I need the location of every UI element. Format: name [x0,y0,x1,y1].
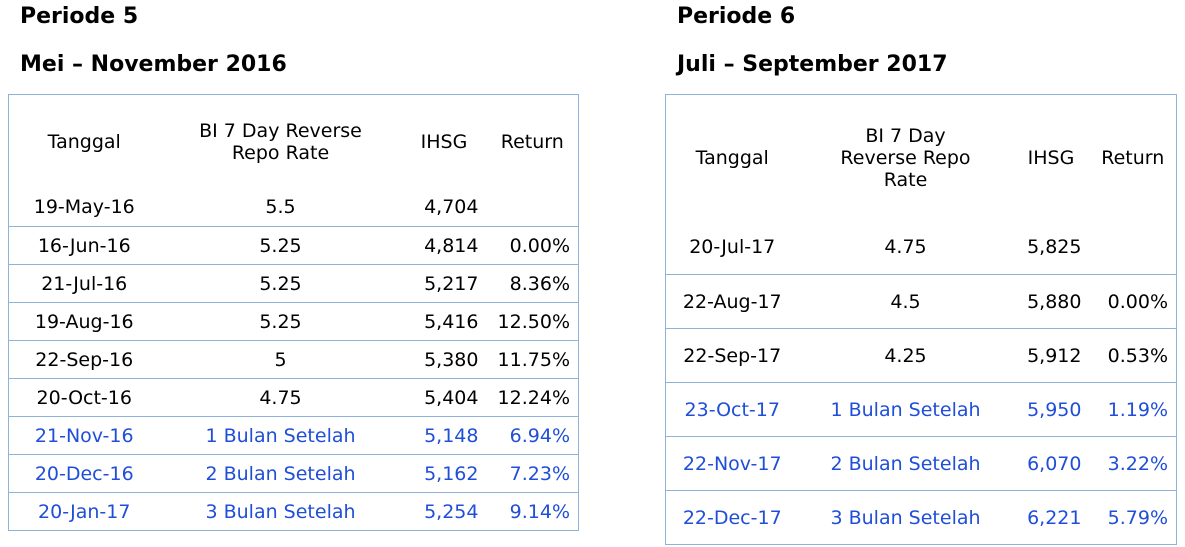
cell-rate: 5.25 [159,226,402,265]
cell-tanggal: 20-Jan-17 [38,500,131,523]
cell-tanggal: 22-Sep-17 [665,328,799,383]
cell-tanggal: 22-Sep-16 [8,340,160,379]
table-row: 19-Aug-16 5.25 5,416 12.50% [8,302,579,341]
cell-ihsg: 5,880 [1012,274,1090,329]
cell-rate: 4.75 [798,220,1013,275]
cell-return: 0.00% [1089,274,1177,329]
cell-tanggal: 20-Oct-16 [8,378,160,417]
table-header-row: Tanggal BI 7 Day Reverse Repo Rate IHSG … [9,95,579,189]
cell-return: 7.23% [486,454,579,493]
periode-6-subtitle: Juli – September 2017 [677,52,948,77]
header-return: Return [1101,146,1165,169]
table-row: 22-Dec-17 3 Bulan Setelah 6,221 5.79% [666,491,1177,545]
cell-rate: 4.75 [159,378,402,417]
cell-tanggal: 19-May-16 [8,188,160,227]
table-row: 21-Jul-16 5.25 5,217 8.36% [8,264,579,303]
cell-return [486,188,579,227]
cell-ihsg: 5,416 [401,302,487,341]
table-row: 22-Sep-16 5 5,380 11.75% [8,340,579,379]
cell-rate: 3 Bulan Setelah [830,506,981,529]
cell-tanggal: 21-Nov-16 [8,416,160,455]
cell-ihsg: 5,217 [401,264,487,303]
cell-tanggal: 22-Nov-17 [665,436,799,491]
cell-rate: 1 Bulan Setelah [159,416,402,455]
cell-return: 0.53% [1089,328,1177,383]
cell-tanggal: 22-Aug-17 [665,274,799,329]
table-row: 22-Sep-17 4.25 5,912 0.53% [665,328,1177,383]
table-row: 20-Dec-16 2 Bulan Setelah 5,162 7.23% [8,454,579,493]
cell-return: 12.24% [486,378,579,417]
header-tanggal: Tanggal [695,146,769,169]
table-row: 23-Oct-17 1 Bulan Setelah 5,950 1.19% [665,382,1177,437]
cell-rate: 5.25 [159,302,402,341]
cell-return: 11.75% [486,340,579,379]
cell-return: 1.19% [1089,382,1177,437]
periode-6-table: Tanggal BI 7 Day Reverse Repo Rate IHSG … [665,94,1177,545]
cell-tanggal: 21-Jul-16 [8,264,160,303]
periode-5-subtitle: Mei – November 2016 [20,52,287,77]
header-rate: BI 7 Day Reverse Repo Rate [840,124,971,191]
cell-ihsg: 5,162 [401,454,487,493]
cell-ihsg: 4,814 [401,226,487,265]
table-row: 20-Jul-17 4.75 5,825 [665,220,1177,275]
cell-return: 5.79% [1107,506,1168,529]
cell-ihsg: 5,404 [401,378,487,417]
table-row: 22-Nov-17 2 Bulan Setelah 6,070 3.22% [665,436,1177,491]
cell-ihsg: 5,825 [1012,220,1090,275]
cell-return: 6.94% [486,416,579,455]
periode-5-title: Periode 5 [20,4,139,29]
cell-return: 8.36% [486,264,579,303]
header-return: Return [500,130,564,153]
header-rate: BI 7 Day Reverse Repo Rate [199,119,362,164]
table-row: 21-Nov-16 1 Bulan Setelah 5,148 6.94% [8,416,579,455]
cell-return: 9.14% [509,500,570,523]
cell-tanggal: 20-Dec-16 [8,454,160,493]
cell-rate: 2 Bulan Setelah [798,436,1013,491]
cell-tanggal: 20-Jul-17 [665,220,799,275]
cell-ihsg: 5,148 [401,416,487,455]
cell-ihsg: 6,221 [1027,506,1082,529]
cell-ihsg: 5,950 [1012,382,1090,437]
periode-6-body: 20-Jul-17 4.75 5,825 22-Aug-17 4.5 5,880 0.00%… [665,220,1177,545]
cell-rate: 5.5 [159,188,402,227]
cell-rate: 3 Bulan Setelah [205,500,356,523]
table-row: 22-Aug-17 4.5 5,880 0.00% [665,274,1177,329]
cell-rate: 4.5 [798,274,1013,329]
table-header-row: Tanggal BI 7 Day Reverse Repo Rate IHSG … [666,95,1177,221]
cell-ihsg: 5,380 [401,340,487,379]
cell-tanggal: 16-Jun-16 [8,226,160,265]
cell-ihsg: 4,704 [401,188,487,227]
cell-return: 0.00% [486,226,579,265]
table-row: 19-May-16 5.5 4,704 [8,188,579,227]
cell-rate: 5 [159,340,402,379]
cell-tanggal: 23-Oct-17 [665,382,799,437]
cell-ihsg: 6,070 [1012,436,1090,491]
cell-rate: 4.25 [798,328,1013,383]
cell-return [1089,220,1177,275]
cell-ihsg: 5,254 [424,500,479,523]
header-ihsg: IHSG [420,130,468,153]
table-row: 16-Jun-16 5.25 4,814 0.00% [8,226,579,265]
cell-rate: 5.25 [159,264,402,303]
cell-rate: 2 Bulan Setelah [159,454,402,493]
cell-tanggal: 19-Aug-16 [8,302,160,341]
table-row: 20-Jan-17 3 Bulan Setelah 5,254 9.14% [9,493,579,531]
periode-5-table: Tanggal BI 7 Day Reverse Repo Rate IHSG … [8,94,579,531]
periode-5-body: 19-May-16 5.5 4,704 16-Jun-16 5.25 4,814 0.00%… [8,188,579,531]
cell-return: 12.50% [486,302,579,341]
header-tanggal: Tanggal [47,130,121,153]
table-row: 20-Oct-16 4.75 5,404 12.24% [8,378,579,417]
cell-tanggal: 22-Dec-17 [682,506,782,529]
cell-return: 3.22% [1089,436,1177,491]
header-ihsg: IHSG [1027,146,1075,169]
cell-rate: 1 Bulan Setelah [798,382,1013,437]
periode-6-title: Periode 6 [677,4,796,29]
cell-ihsg: 5,912 [1012,328,1090,383]
